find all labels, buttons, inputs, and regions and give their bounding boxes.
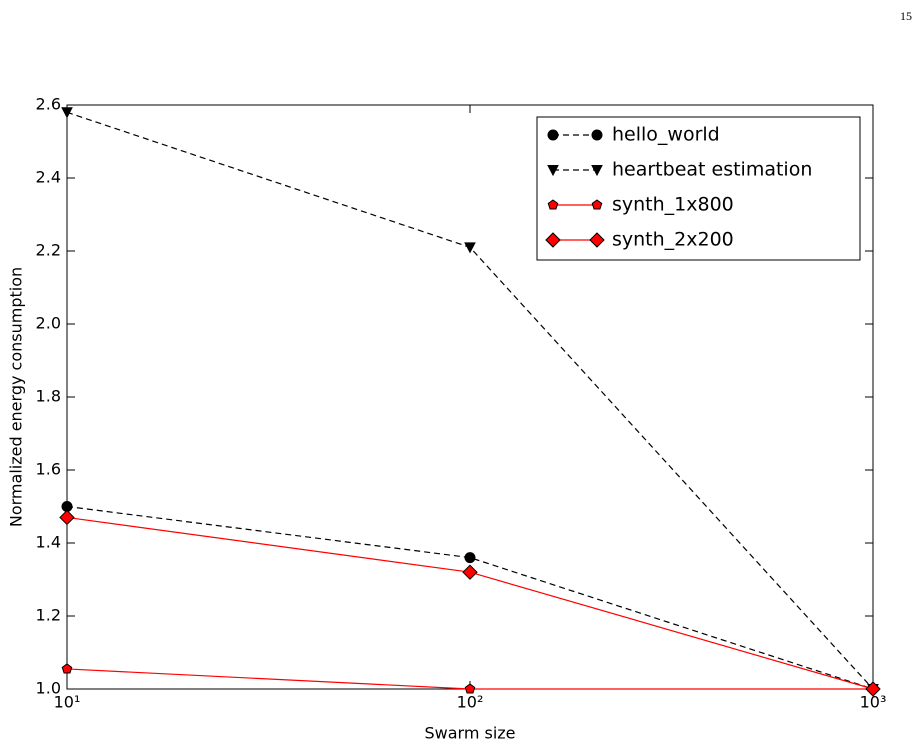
x-axis-label: Swarm size	[424, 724, 515, 743]
legend-marker	[547, 129, 559, 141]
series-line	[66, 516, 874, 690]
point	[462, 564, 478, 580]
y-tick-label: 2.4	[36, 168, 61, 187]
legend-marker	[591, 165, 603, 177]
legend-marker	[591, 129, 603, 141]
point	[464, 242, 476, 254]
y-axis-label: Normalized energy consumption	[7, 267, 26, 527]
y-tick-label: 2.6	[36, 95, 61, 114]
y-tick-label: 1.8	[36, 387, 61, 406]
y-tick-label: 2.0	[36, 314, 61, 333]
legend-marker	[589, 232, 605, 248]
legend-marker	[547, 199, 559, 210]
x-tick-label: 10³	[860, 693, 887, 712]
point	[865, 681, 881, 697]
y-tick-label: 1.4	[36, 533, 61, 552]
x-tick-label: 10²	[457, 693, 484, 712]
point	[464, 683, 476, 694]
legend-label: synth_1x800	[612, 194, 734, 216]
y-tick-label: 1.0	[36, 679, 61, 698]
point	[61, 107, 73, 119]
y-tick-label: 1.2	[36, 606, 61, 625]
page-number: 15	[900, 9, 912, 23]
legend: hello_world heartbeat estimation synth_1x8…	[536, 116, 861, 261]
y-tick-label: 2.2	[36, 241, 61, 260]
point	[59, 509, 75, 526]
legend-label: heartbeat estimation	[612, 159, 812, 181]
series-line	[66, 505, 874, 690]
legend-label: hello_world	[612, 124, 720, 146]
legend-marker	[545, 232, 561, 248]
point	[464, 552, 476, 564]
x-tick-label: 10¹	[54, 693, 81, 712]
point	[61, 663, 73, 674]
legend-label: synth_2x200	[612, 229, 734, 251]
y-tick-label: 1.6	[36, 460, 61, 479]
legend-box	[536, 116, 861, 261]
legend-marker	[547, 165, 559, 177]
legend-marker	[591, 199, 603, 210]
